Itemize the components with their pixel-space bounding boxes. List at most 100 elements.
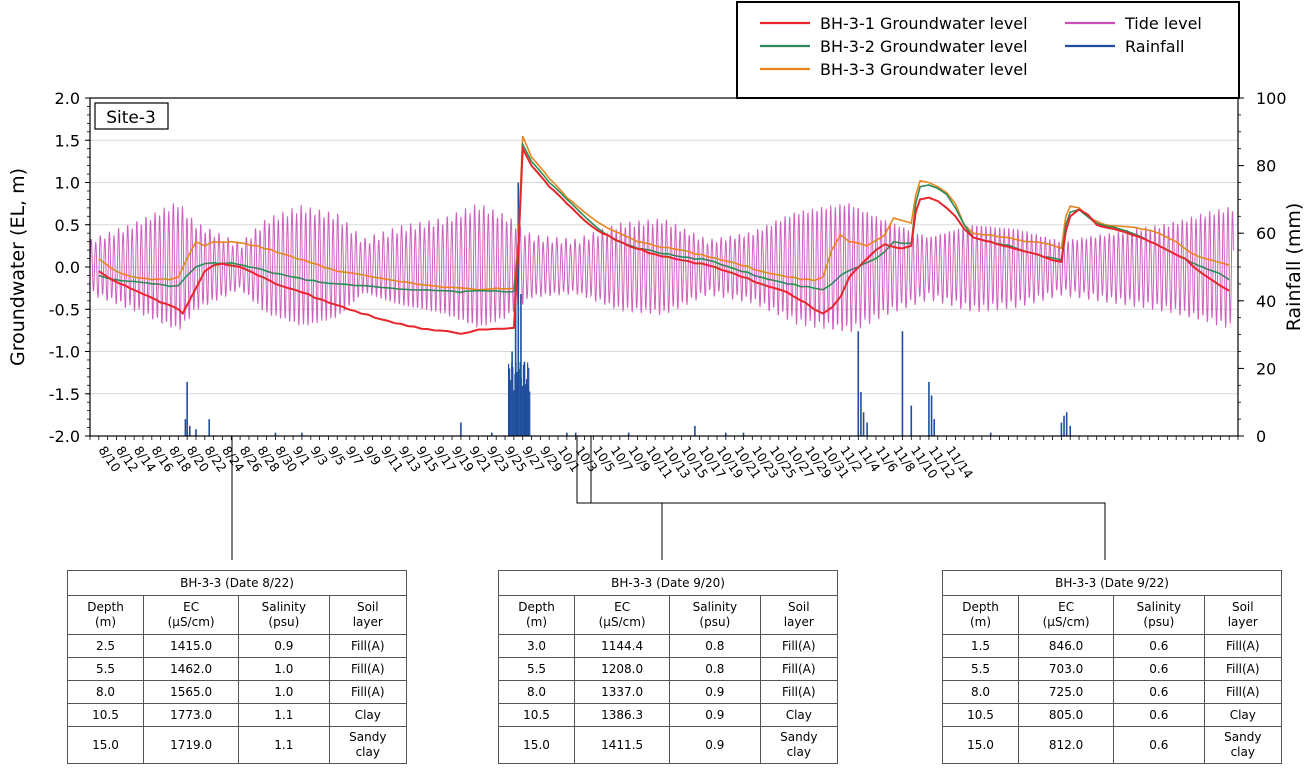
y-tick-label-right: 0 [1256, 427, 1266, 446]
rainfall-bar [511, 362, 513, 436]
legend-label: BH-3-2 Groundwater level [820, 37, 1028, 56]
y-axis-label-left: Groundwater (EL, m) [7, 168, 29, 366]
y-tick-label-left: -0.5 [49, 300, 80, 319]
table-cell: Fill(A) [328, 634, 408, 658]
site-label-box: Site-3 [94, 102, 169, 130]
groundwater-line-3 [98, 135, 1230, 291]
table-cell: 1144.4 [574, 634, 671, 658]
table-cell: 15.0 [497, 726, 576, 764]
rainfall-bar [514, 373, 516, 436]
rainfall-bar [274, 432, 277, 436]
rainfall-bar [566, 432, 568, 436]
table-header-cell: EC (μS/cm) [1018, 595, 1115, 635]
rainfall-bar [529, 391, 531, 436]
table-cell: Fill(A) [759, 657, 839, 681]
rainfall-bar [184, 419, 187, 436]
rainfall-bar [525, 379, 528, 436]
table-cell: 0.8 [669, 634, 761, 658]
y-tick-label-left: 0.0 [55, 258, 80, 277]
rainfall-bar [1065, 412, 1068, 436]
y-tick-label-right: 20 [1256, 359, 1276, 378]
table-row: 10.5 805.0 0.6 Clay [941, 703, 1283, 727]
rainfall-bar [574, 432, 577, 436]
rainfall-bar [930, 395, 933, 436]
groundwater-line-1 [98, 144, 1230, 335]
data-table-9-20: BH-3-3 (Date 9/20) Depth (m) EC (μS/cm) Salin… [497, 570, 839, 764]
rainfall-bar [862, 412, 865, 436]
table-cell: 10.5 [66, 703, 145, 727]
y-tick-label-left: -1.0 [49, 343, 80, 362]
table-cell: 15.0 [66, 726, 145, 764]
table-title: BH-3-3 (Date 9/22) [942, 570, 1282, 596]
rainfall-bar [1060, 422, 1063, 436]
rainfall-bar [1063, 415, 1065, 436]
y-tick-label-left: -1.5 [49, 385, 80, 404]
tide-level-line [89, 203, 1234, 333]
x-tick-label: 9/5 [325, 443, 349, 468]
gridlines [90, 97, 1238, 437]
table-row: 10.5 1773.0 1.1 Clay [66, 703, 408, 727]
table-cell: 1337.0 [574, 680, 671, 704]
rainfall-bar [1069, 425, 1072, 436]
rainfall-bar [523, 364, 526, 436]
table-row: 8.0 1337.0 0.9 Fill(A) [497, 680, 839, 704]
table-cell: 1565.0 [143, 680, 240, 704]
y-tick-label-right: 40 [1256, 292, 1276, 311]
table-cell: 1.0 [238, 657, 330, 681]
table-row: 15.0 1719.0 1.1 Sandy clay [66, 726, 408, 764]
table-cell: 1.0 [238, 680, 330, 704]
table-header-cell: Depth (m) [497, 595, 576, 635]
y-tick-label-left: 2.0 [55, 89, 80, 108]
legend-label: BH-3-3 Groundwater level [820, 60, 1028, 79]
rainfall-bar [521, 385, 523, 436]
rainfall-bar [514, 267, 517, 436]
table-header-cell: Depth (m) [66, 595, 145, 635]
rainfall-series [184, 182, 1072, 436]
rainfall-bar [519, 362, 521, 436]
table-title: BH-3-3 (Date 8/22) [67, 570, 407, 596]
table-title: BH-3-3 (Date 9/20) [498, 570, 838, 596]
rainfall-bar [522, 364, 525, 436]
table-row: 8.0 1565.0 1.0 Fill(A) [66, 680, 408, 704]
axes: 2.0 1.5 1.0 0.5 0.0 -0.5 -1.0 -1.5 -2.0 100 80 60 40… [49, 89, 1287, 481]
rainfall-bar [742, 432, 745, 436]
site-label: Site-3 [106, 108, 156, 128]
y-tick-label-right: 80 [1256, 157, 1276, 176]
rainfall-bar [513, 390, 515, 436]
groundwater-line-2 [98, 141, 1230, 294]
rainfall-bar [725, 432, 727, 436]
y-axis-label-right: Rainfall (mm) [1283, 203, 1305, 332]
table-cell: Sandy clay [328, 726, 408, 764]
table-cell: 0.9 [669, 680, 761, 704]
rainfall-bar [512, 367, 514, 436]
table-cell: 8.0 [66, 680, 145, 704]
legend: BH-3-1 Groundwater level BH-3-2 Groundwat… [736, 1, 1240, 99]
rainfall-bar [507, 363, 510, 436]
table-cell: 0.8 [669, 657, 761, 681]
table-cell: Sandy clay [1203, 726, 1283, 764]
table-cell: 2.5 [66, 634, 145, 658]
table-cell: 10.5 [941, 703, 1020, 727]
table-cell: 1773.0 [143, 703, 240, 727]
rainfall-bar [910, 405, 913, 436]
rainfall-bar [301, 432, 303, 436]
table-cell: 5.5 [497, 657, 576, 681]
table-cell: Fill(A) [759, 634, 839, 658]
table-cell: 10.5 [497, 703, 576, 727]
table-cell: 1386.3 [574, 703, 671, 727]
x-tick-label: 9/7 [343, 443, 367, 468]
table-header-cell: EC (μS/cm) [143, 595, 240, 635]
rainfall-bar [527, 362, 529, 436]
table-header-cell: EC (μS/cm) [574, 595, 671, 635]
table-cell: 1411.5 [574, 726, 671, 764]
rainfall-bar [928, 381, 930, 436]
table-cell: 1.5 [941, 634, 1020, 658]
rainfall-bar [510, 380, 512, 436]
table-cell: 1.1 [238, 703, 330, 727]
table-connector-lines [231, 436, 1106, 560]
table-cell: 805.0 [1018, 703, 1115, 727]
table-cell: Fill(A) [328, 680, 408, 704]
table-cell: 1462.0 [143, 657, 240, 681]
table-row: 2.5 1415.0 0.9 Fill(A) [66, 634, 408, 658]
rainfall-bar [933, 419, 936, 436]
